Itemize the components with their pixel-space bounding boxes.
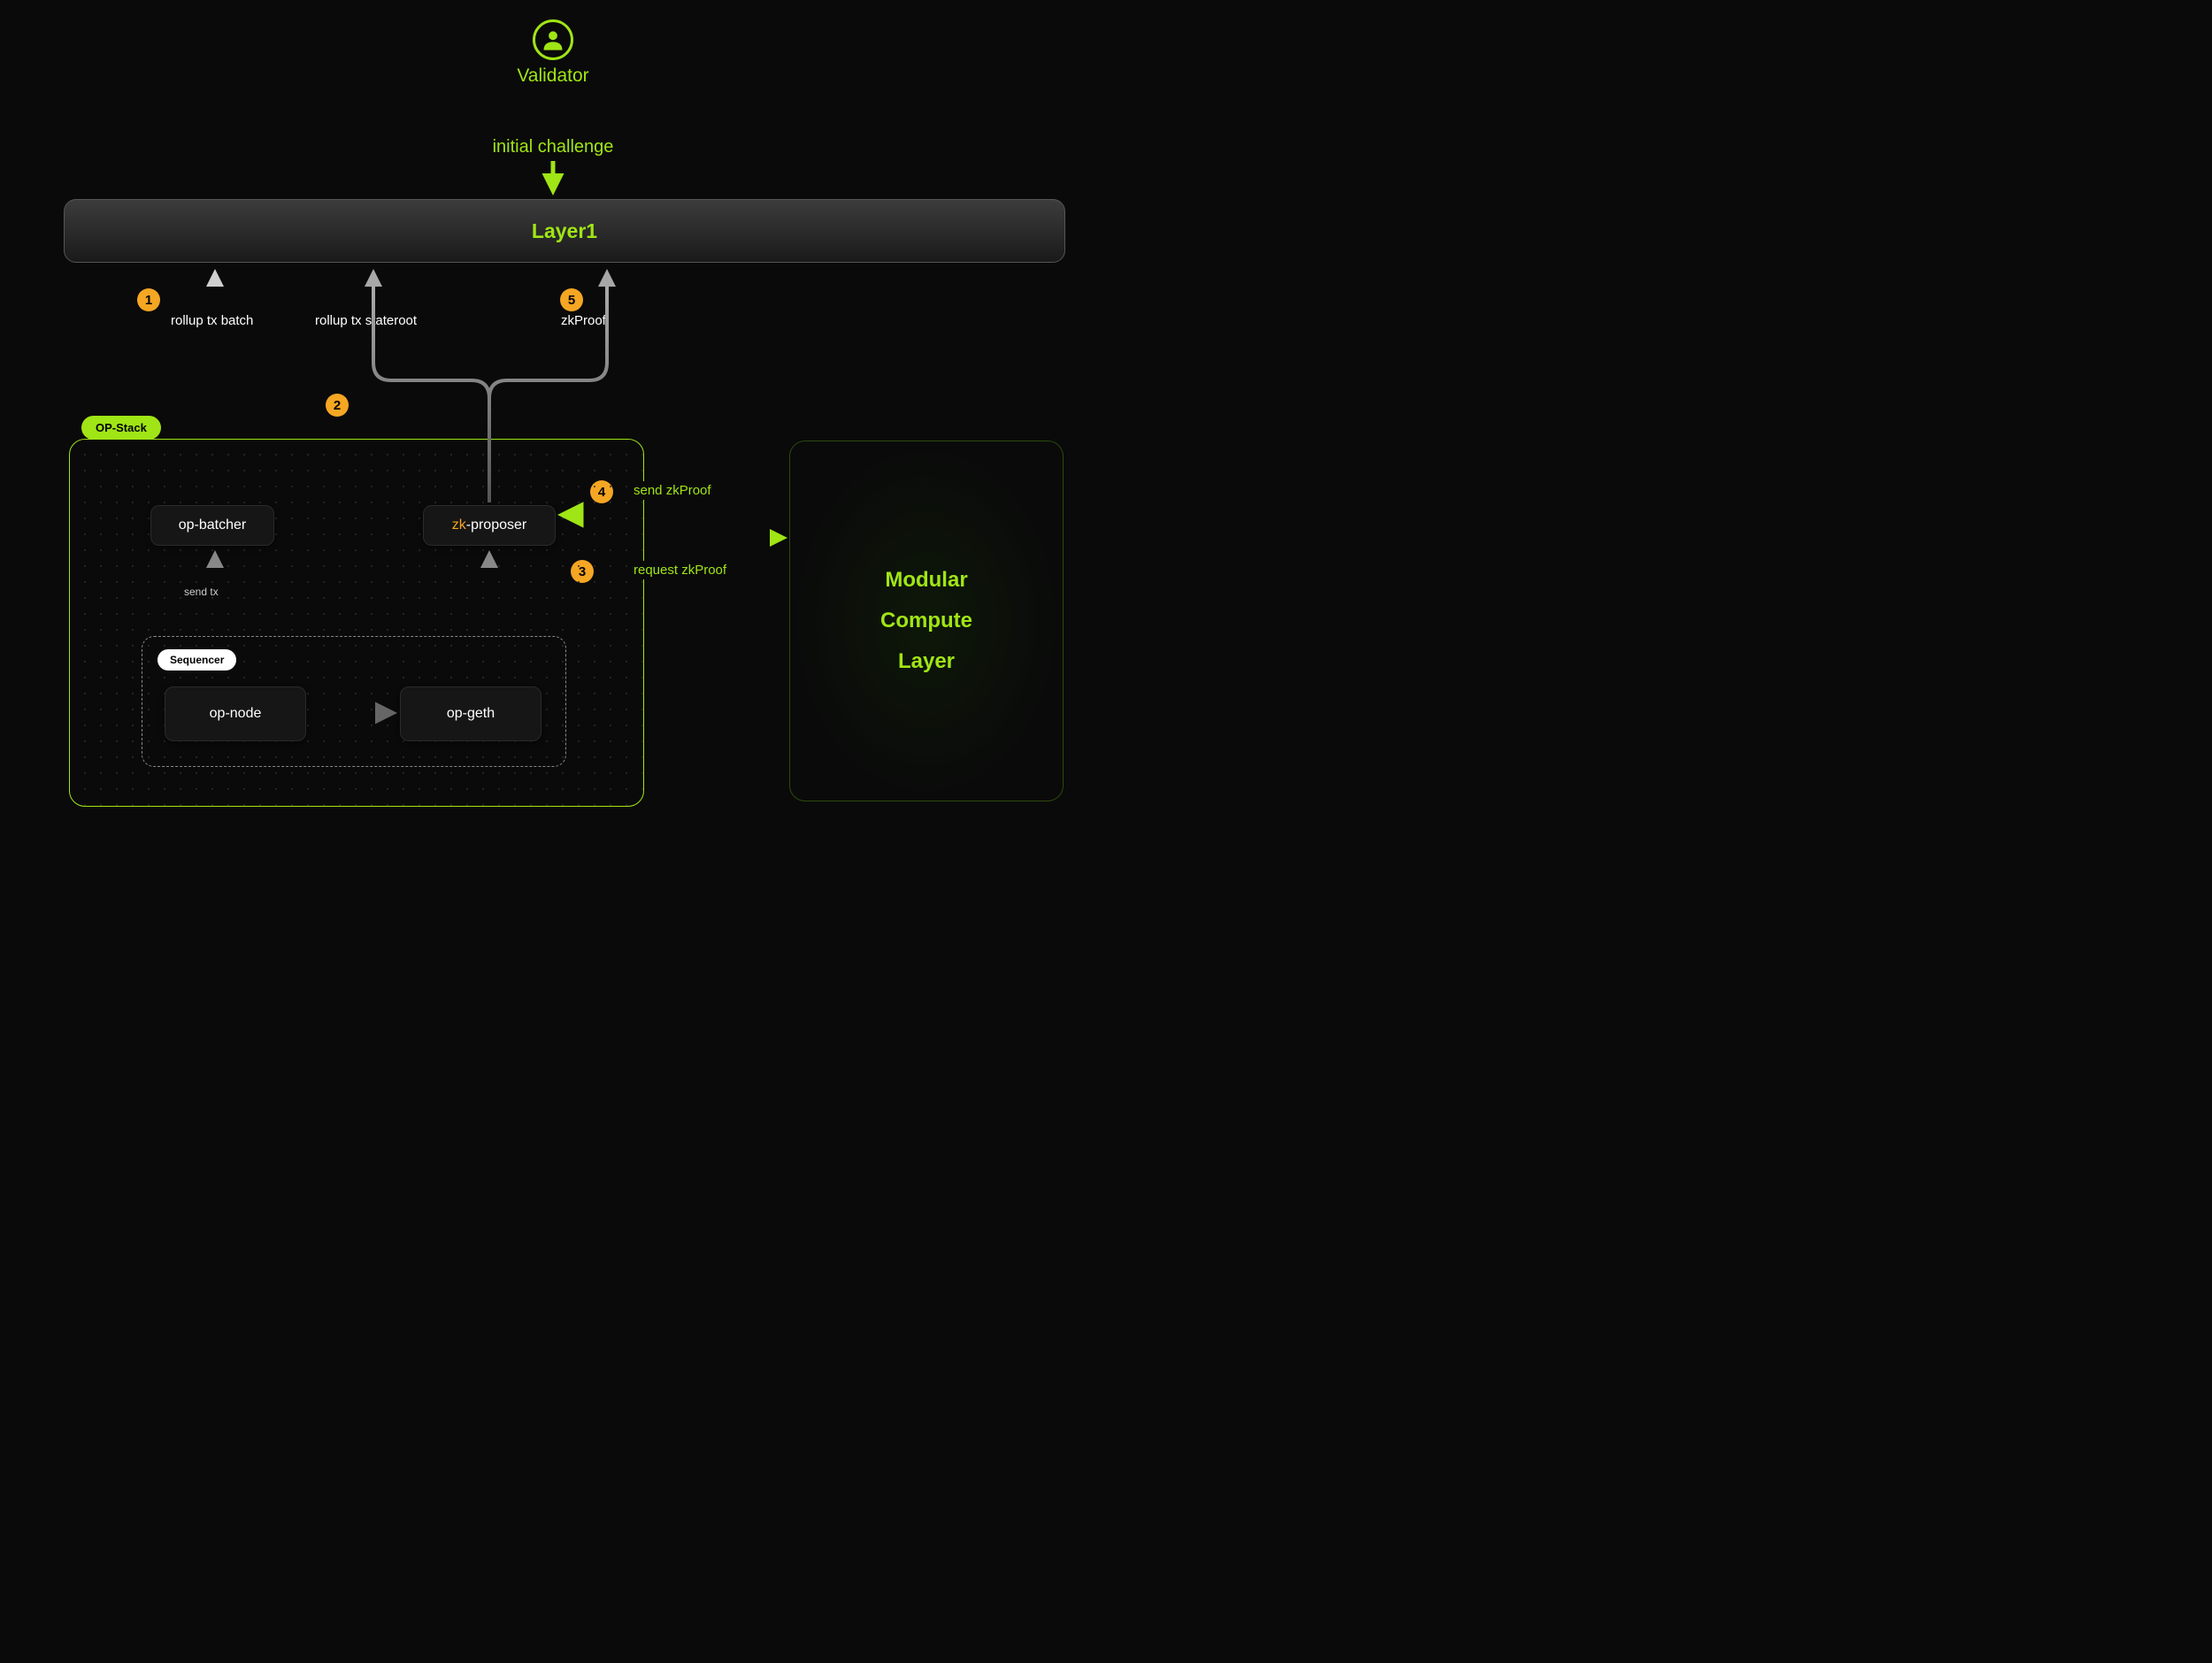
op-batcher-node: op-batcher (150, 505, 274, 546)
mcl-container: Modular Compute Layer (789, 441, 1064, 801)
mcl-line2: Compute (880, 609, 972, 633)
op-geth-label: op-geth (447, 706, 495, 722)
validator-icon (533, 19, 573, 60)
zk-proposer-label: zk-proposer (452, 517, 526, 533)
sequencer-pill: Sequencer (157, 649, 236, 671)
op-node-node: op-node (165, 686, 306, 741)
opstack-pill: OP-Stack (81, 416, 161, 440)
op-batcher-label: op-batcher (179, 517, 247, 533)
rollup-tx-stateroot-label: rollup tx stateroot (315, 313, 417, 328)
op-node-label: op-node (210, 706, 262, 722)
zk-proposer-node: zk-proposer (423, 505, 556, 546)
layer1-label: Layer1 (532, 219, 597, 243)
validator-label: Validator (517, 65, 588, 87)
mcl-line1: Modular (885, 568, 967, 593)
rollup-tx-batch-label: rollup tx batch (171, 313, 253, 328)
step-badge-2: 2 (326, 394, 349, 417)
zkproof-label: zkProof (561, 313, 606, 328)
initial-challenge-label: initial challenge (493, 137, 614, 157)
send-zkproof-label: send zkProof (630, 481, 715, 500)
op-geth-node: op-geth (400, 686, 541, 741)
step-badge-5: 5 (560, 288, 583, 311)
send-tx-label: send tx (184, 586, 219, 598)
request-zkproof-label: request zkProof (630, 561, 730, 579)
layer1-bar: Layer1 (64, 199, 1065, 263)
diagram-canvas: Validator initial challenge Layer1 rollu… (0, 0, 1106, 832)
step-badge-1: 1 (137, 288, 160, 311)
mcl-line3: Layer (898, 649, 955, 674)
